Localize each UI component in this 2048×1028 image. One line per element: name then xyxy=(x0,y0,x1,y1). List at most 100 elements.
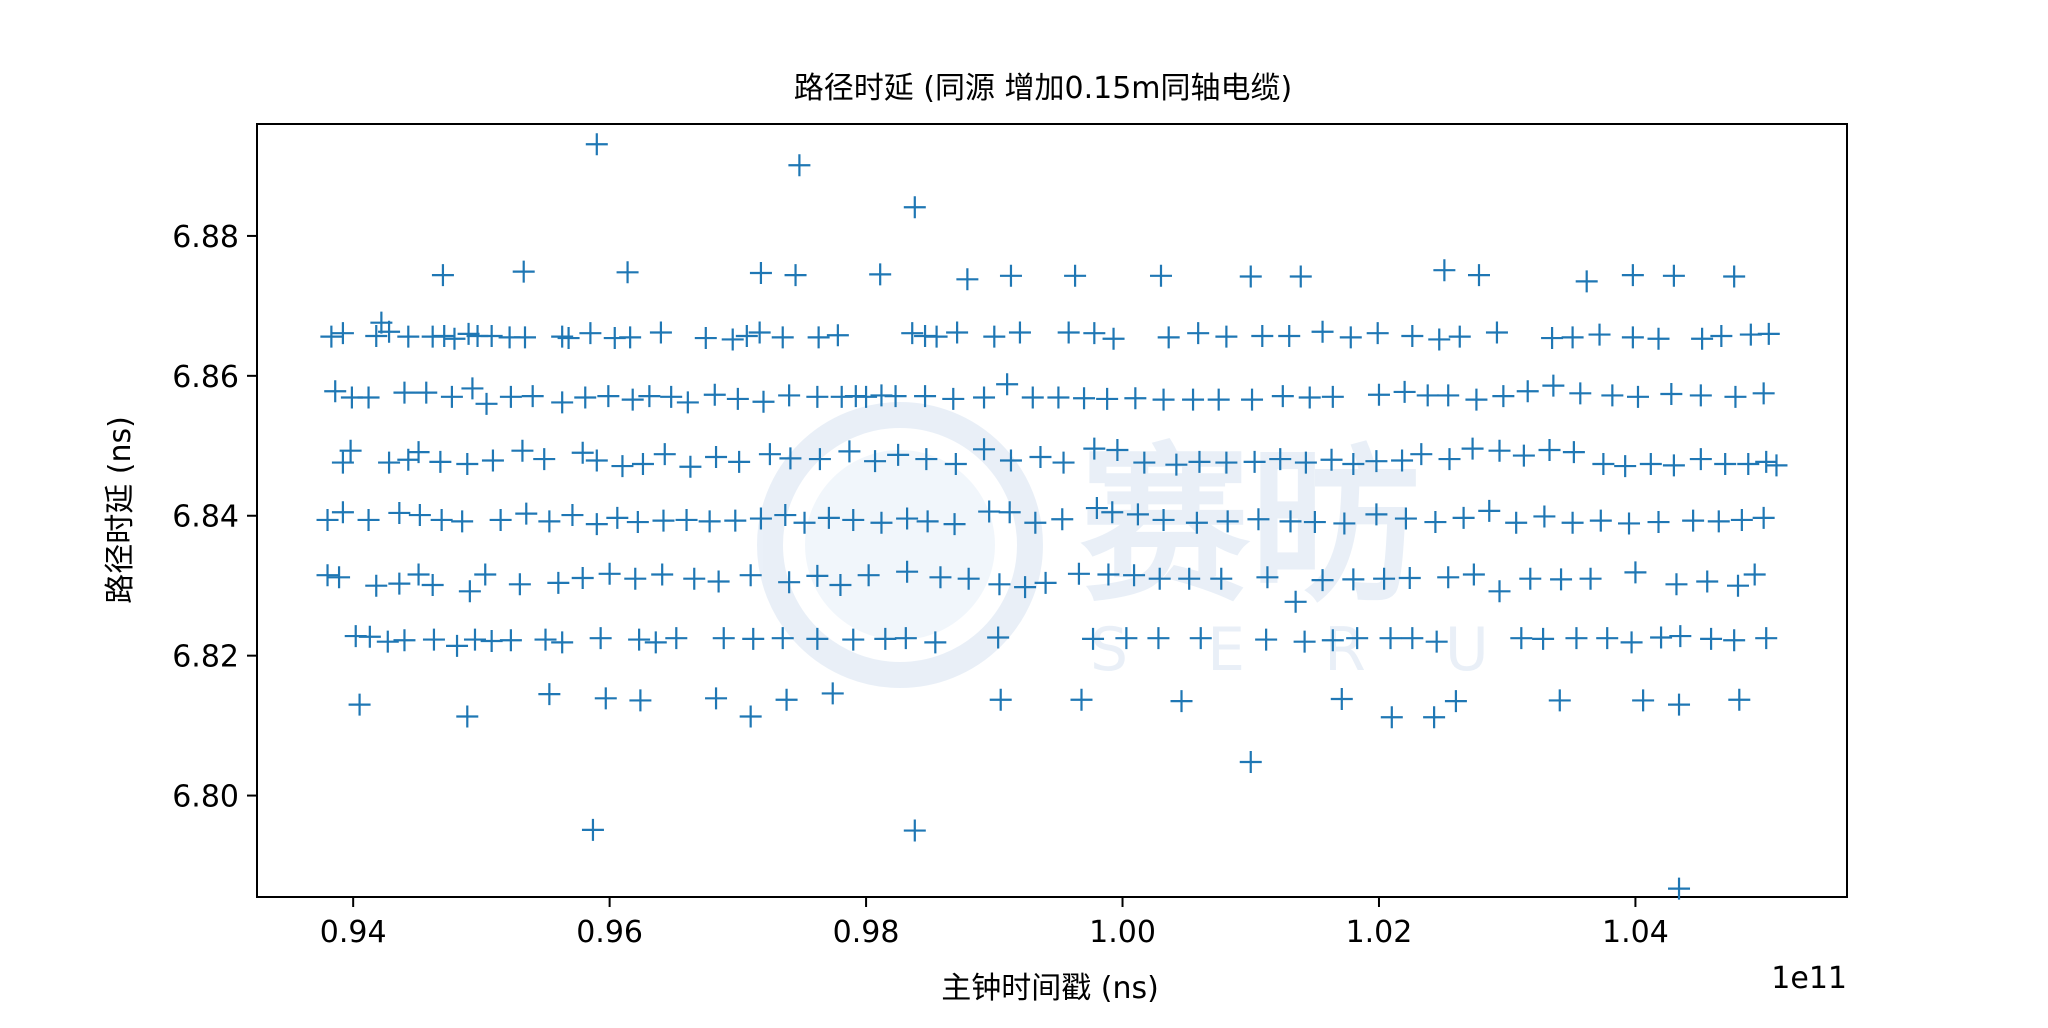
data-point xyxy=(388,501,411,524)
data-point xyxy=(408,504,431,527)
data-point xyxy=(1294,451,1317,474)
data-point xyxy=(407,441,430,464)
data-point xyxy=(1550,568,1573,591)
data-point xyxy=(1047,386,1070,409)
data-point xyxy=(1085,497,1108,520)
data-point xyxy=(806,385,829,408)
data-point xyxy=(1488,580,1511,603)
data-point xyxy=(1380,706,1403,729)
data-point xyxy=(574,386,597,409)
data-point xyxy=(726,387,749,410)
data-point xyxy=(1669,625,1692,648)
data-point xyxy=(652,509,675,532)
data-point xyxy=(739,705,762,728)
data-point xyxy=(914,385,937,408)
data-point xyxy=(1394,507,1417,530)
data-point xyxy=(1311,569,1334,592)
data-point xyxy=(683,567,706,590)
data-point xyxy=(644,631,667,654)
data-point xyxy=(1401,324,1424,347)
data-point xyxy=(1210,567,1233,590)
data-point xyxy=(480,324,503,347)
data-point xyxy=(1541,327,1564,350)
data-point xyxy=(946,321,969,344)
data-point xyxy=(331,451,354,474)
data-point xyxy=(1126,503,1149,526)
data-point xyxy=(1626,385,1649,408)
data-point xyxy=(1485,321,1508,344)
data-point xyxy=(707,570,730,593)
data-point xyxy=(1452,506,1475,529)
data-point xyxy=(973,438,996,461)
data-point xyxy=(1588,323,1611,346)
data-point xyxy=(328,566,351,589)
data-point xyxy=(628,628,651,651)
data-point xyxy=(675,508,698,531)
data-point xyxy=(988,573,1011,596)
data-point xyxy=(638,385,661,408)
data-point xyxy=(1512,444,1535,467)
data-point xyxy=(1462,563,1485,586)
data-point xyxy=(1189,627,1212,650)
data-point xyxy=(571,441,594,464)
data-point xyxy=(896,507,919,530)
data-point xyxy=(348,693,371,716)
data-point xyxy=(429,450,452,473)
data-point xyxy=(884,385,907,408)
data-point xyxy=(1437,384,1460,407)
data-point xyxy=(1321,629,1344,652)
data-point xyxy=(1561,326,1584,349)
data-point xyxy=(1668,693,1691,716)
data-point xyxy=(735,324,758,347)
data-point xyxy=(538,510,561,533)
data-point xyxy=(433,324,456,347)
data-point xyxy=(758,443,781,466)
data-point xyxy=(1021,386,1044,409)
data-point xyxy=(1342,452,1365,475)
data-point xyxy=(1133,451,1156,474)
data-point xyxy=(1752,506,1775,529)
data-point xyxy=(521,385,544,408)
data-point xyxy=(1216,510,1239,533)
data-point xyxy=(1592,452,1615,475)
data-point xyxy=(431,264,454,287)
data-point xyxy=(842,508,865,531)
data-point xyxy=(606,506,629,529)
data-point xyxy=(1561,511,1584,534)
data-point xyxy=(421,574,444,597)
data-point xyxy=(1152,388,1175,411)
data-point xyxy=(581,818,604,841)
data-point xyxy=(597,385,620,408)
data-point xyxy=(821,682,844,705)
data-point xyxy=(739,564,762,587)
data-point xyxy=(1438,448,1461,471)
plot-frame xyxy=(256,123,1848,898)
data-point xyxy=(1029,445,1052,468)
data-point xyxy=(1064,264,1087,287)
data-point xyxy=(1365,450,1388,473)
data-point xyxy=(817,506,840,529)
data-point xyxy=(1170,690,1193,713)
data-point xyxy=(1014,576,1037,599)
data-point xyxy=(1271,385,1294,408)
data-point xyxy=(320,325,343,348)
data-point xyxy=(712,627,735,650)
data-point xyxy=(475,392,498,415)
data-point xyxy=(1241,388,1264,411)
data-point xyxy=(1298,386,1321,409)
data-point xyxy=(365,324,388,347)
data-point xyxy=(579,322,602,345)
data-point xyxy=(1278,324,1301,347)
data-point xyxy=(1505,511,1528,534)
data-point xyxy=(1279,510,1302,533)
data-point xyxy=(838,440,861,463)
data-point xyxy=(1624,561,1647,584)
x-tick-label: 0.98 xyxy=(833,915,900,950)
data-point xyxy=(1269,448,1292,471)
data-point xyxy=(869,263,892,286)
data-point xyxy=(1106,438,1129,461)
data-point xyxy=(616,261,639,284)
data-point xyxy=(999,264,1022,287)
data-point xyxy=(461,377,484,400)
data-point xyxy=(357,386,380,409)
